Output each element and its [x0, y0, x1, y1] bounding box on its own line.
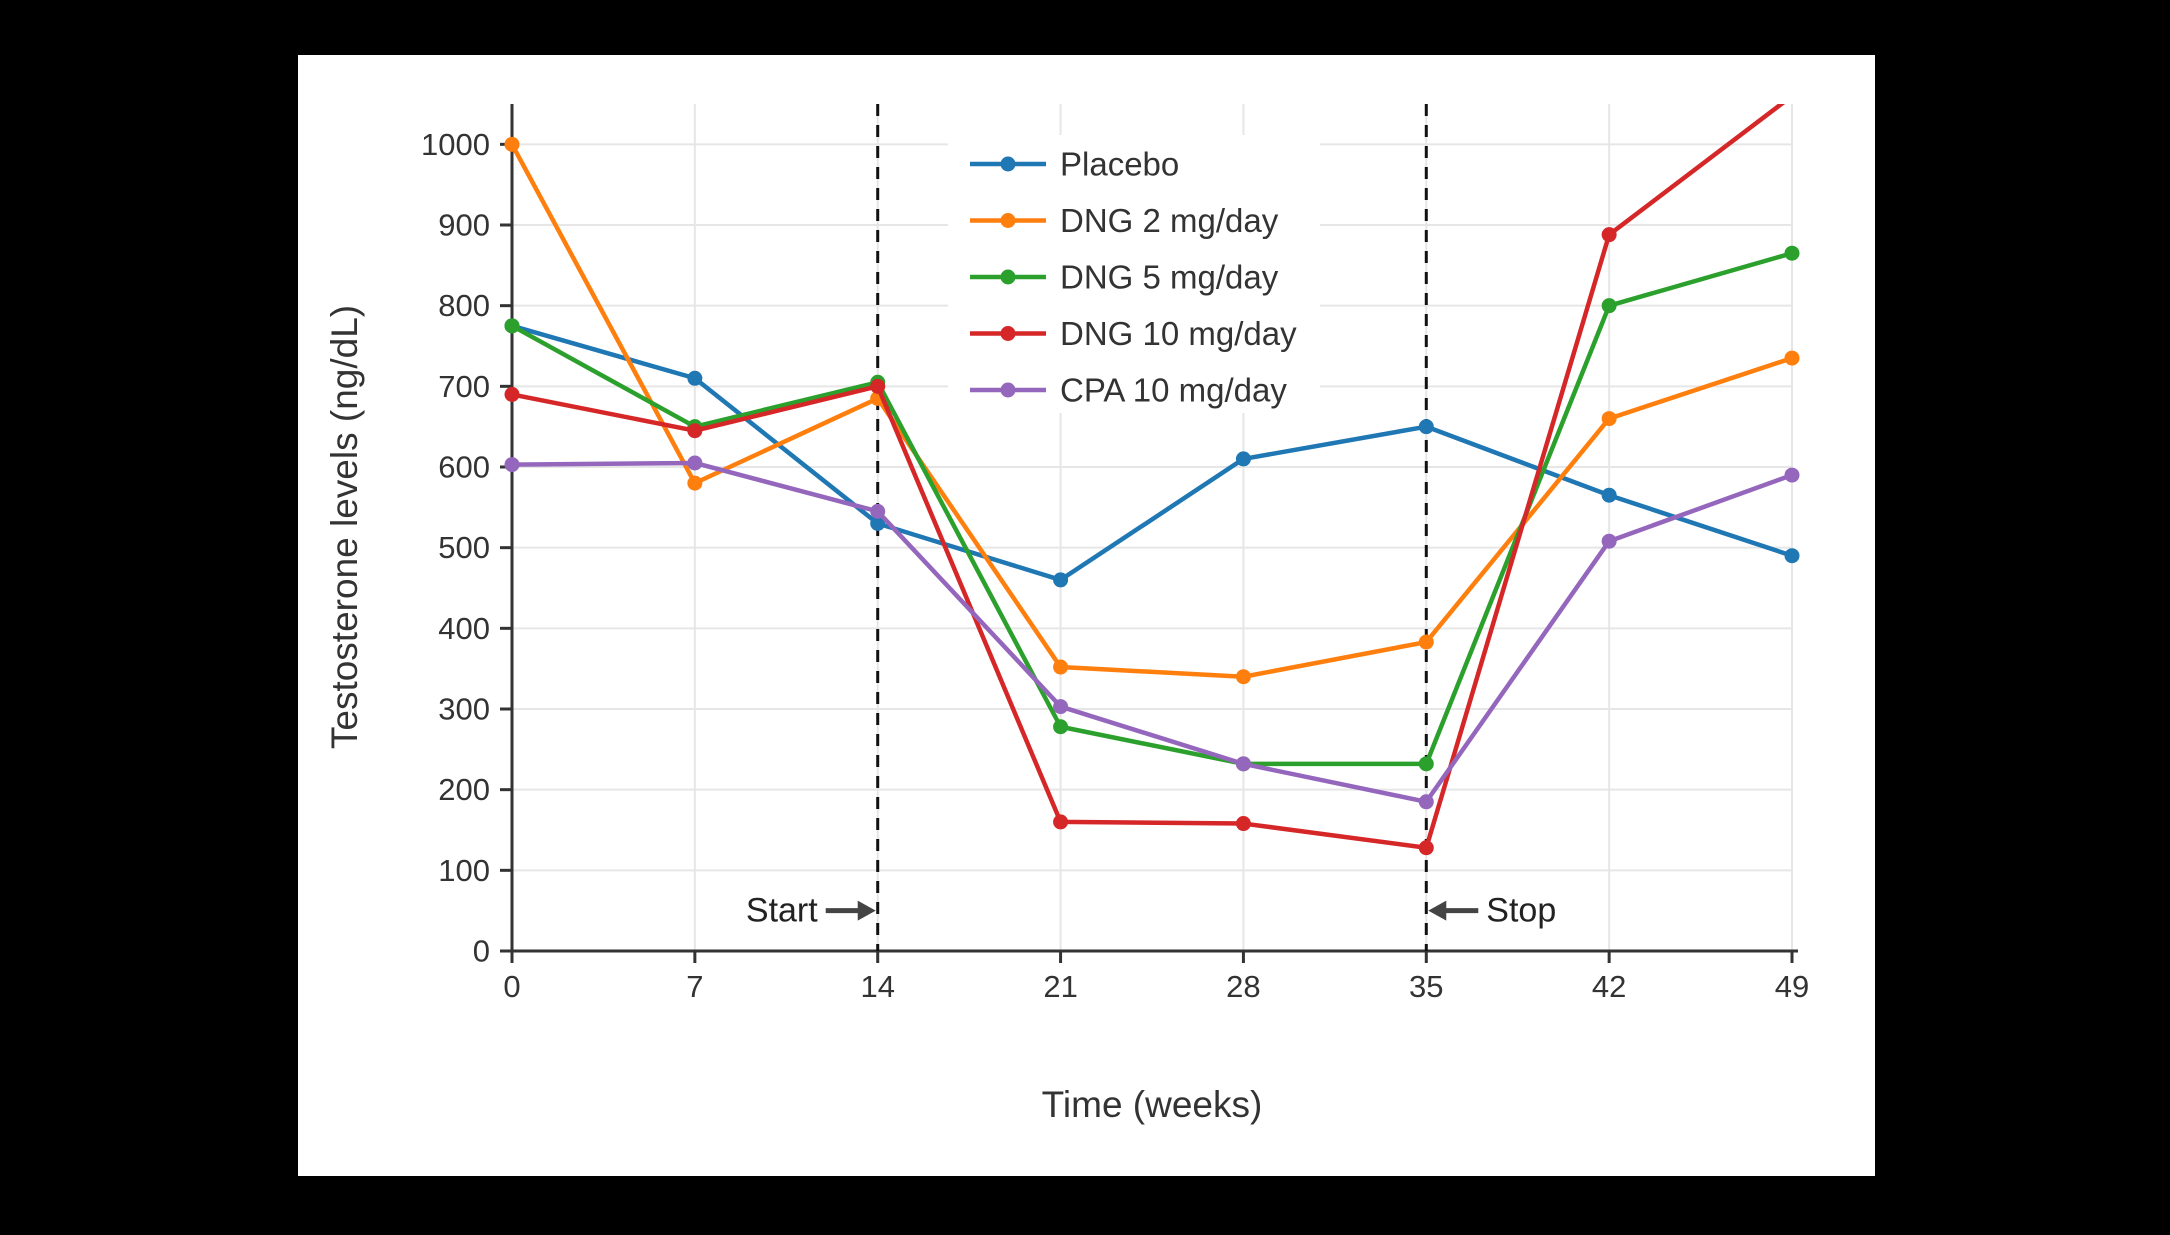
series-placebo	[504, 318, 1800, 588]
chart-panel: 0 7 14 21 28 35 42 49 0 100 200 300 400 500 600 700 800 9…	[298, 55, 1875, 1176]
data-point	[1784, 350, 1800, 366]
data-point	[1053, 699, 1069, 715]
data-point	[1418, 634, 1434, 650]
y-axis-title: Testosterone levels (ng/dL)	[324, 305, 365, 749]
y-tick-label: 300	[438, 692, 490, 727]
legend-marker	[1000, 156, 1016, 172]
data-point	[1601, 227, 1617, 243]
series-line	[509, 250, 1795, 767]
x-tick-label: 14	[860, 969, 894, 1004]
data-point	[1418, 794, 1434, 810]
y-axis-ticks: 0 100 200 300 400 500 600 700 800 900 1000	[421, 127, 512, 969]
line-chart: 0 7 14 21 28 35 42 49 0 100 200 300 400 500 600 700 800 9…	[324, 88, 1809, 1125]
data-point	[1784, 467, 1800, 483]
data-point	[504, 318, 520, 334]
x-tick-label: 0	[503, 969, 520, 1004]
data-point	[504, 386, 520, 402]
y-tick-label: 600	[438, 450, 490, 485]
annotation-arrowhead	[857, 900, 876, 921]
legend-item-cpa-10-mg-day[interactable]: CPA 10 mg/day	[970, 372, 1287, 409]
data-point	[1418, 840, 1434, 856]
data-point	[1235, 451, 1251, 467]
legend-item-dng-10-mg-day[interactable]: DNG 10 mg/day	[970, 315, 1297, 352]
data-point	[687, 423, 703, 439]
y-tick-label: 700	[438, 369, 490, 404]
legend-label: DNG 10 mg/day	[1060, 315, 1297, 352]
annotation-start: Start	[746, 892, 876, 930]
data-point	[1418, 756, 1434, 772]
legend-item-placebo[interactable]: Placebo	[970, 146, 1179, 183]
y-tick-label: 900	[438, 208, 490, 243]
data-point	[870, 378, 886, 394]
data-point	[1235, 816, 1251, 832]
data-point	[1053, 814, 1069, 830]
data-point	[1601, 298, 1617, 314]
x-tick-label: 7	[686, 969, 703, 1004]
x-tick-label: 42	[1592, 969, 1626, 1004]
legend-label: Placebo	[1060, 146, 1179, 183]
data-point	[1235, 669, 1251, 685]
y-tick-label: 500	[438, 530, 490, 565]
data-point	[1785, 88, 1800, 103]
y-tick-label: 400	[438, 611, 490, 646]
legend-marker	[1000, 213, 1016, 228]
data-point	[1053, 659, 1069, 675]
legend-label: DNG 5 mg/day	[1060, 259, 1279, 296]
x-tick-label: 28	[1226, 969, 1260, 1004]
data-point	[687, 455, 703, 471]
data-point	[504, 457, 520, 473]
data-point	[1053, 572, 1069, 588]
y-tick-label: 200	[438, 772, 490, 807]
y-tick-label: 0	[473, 934, 490, 969]
data-point	[687, 475, 703, 491]
legend-marker	[1000, 382, 1016, 398]
data-point	[870, 503, 886, 519]
annotation-text: Start	[746, 892, 818, 930]
series-dng-10-mg-day	[504, 88, 1800, 856]
data-point	[1601, 533, 1617, 549]
data-point	[1053, 719, 1069, 735]
annotation-text: Stop	[1486, 892, 1556, 930]
data-point	[1235, 756, 1251, 772]
series-line	[509, 323, 1795, 583]
data-point	[1601, 411, 1617, 427]
y-tick-label: 800	[438, 288, 490, 323]
x-axis-title: Time (weeks)	[1042, 1084, 1263, 1125]
data-point	[1601, 487, 1617, 503]
x-axis-ticks: 0 7 14 21 28 35 42 49	[503, 951, 1809, 1004]
legend: Placebo DNG 2 mg/day DNG 5 mg/day DNG 10 mg…	[948, 135, 1320, 413]
x-tick-label: 35	[1409, 969, 1443, 1004]
series-line	[509, 460, 1795, 805]
data-point	[870, 515, 886, 531]
y-tick-label: 100	[438, 853, 490, 888]
data-point	[687, 370, 703, 386]
legend-item-dng-2-mg-day[interactable]: DNG 2 mg/day	[970, 202, 1279, 239]
chart-generated: 0 7 14 21 28 35 42 49 0 100 200 300 400 500 600 700 800 9…	[421, 88, 1809, 1004]
series-cpa-10-mg-day	[504, 455, 1800, 810]
x-tick-label: 21	[1043, 969, 1077, 1004]
data-point	[1784, 548, 1800, 564]
data-point	[504, 136, 520, 152]
annotation-stop: Stop	[1428, 892, 1556, 930]
data-point	[1418, 419, 1434, 435]
legend-label: CPA 10 mg/day	[1060, 372, 1287, 409]
y-tick-label: 1000	[421, 127, 490, 162]
series-line	[509, 104, 1786, 850]
legend-label: DNG 2 mg/day	[1060, 202, 1279, 239]
data-point	[1784, 245, 1800, 261]
legend-marker	[1000, 269, 1016, 285]
annotation-arrowhead	[1428, 900, 1447, 921]
legend-item-dng-5-mg-day[interactable]: DNG 5 mg/day	[970, 259, 1279, 296]
x-tick-label: 49	[1775, 969, 1809, 1004]
legend-marker	[1000, 326, 1016, 341]
